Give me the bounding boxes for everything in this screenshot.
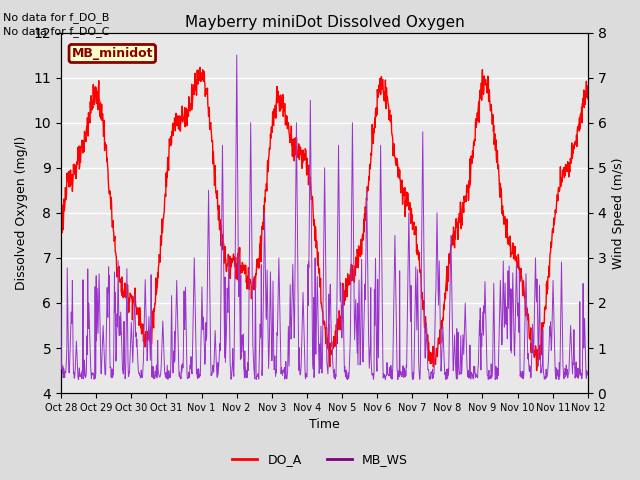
X-axis label: Time: Time (309, 419, 340, 432)
Legend: DO_A, MB_WS: DO_A, MB_WS (227, 448, 413, 471)
Y-axis label: Dissolved Oxygen (mg/l): Dissolved Oxygen (mg/l) (15, 136, 28, 290)
Text: No data for f_DO_B: No data for f_DO_B (3, 12, 109, 23)
Y-axis label: Wind Speed (m/s): Wind Speed (m/s) (612, 157, 625, 269)
Text: MB_minidot: MB_minidot (72, 47, 153, 60)
Text: No data for f_DO_C: No data for f_DO_C (3, 26, 109, 37)
Title: Mayberry miniDot Dissolved Oxygen: Mayberry miniDot Dissolved Oxygen (184, 15, 464, 30)
